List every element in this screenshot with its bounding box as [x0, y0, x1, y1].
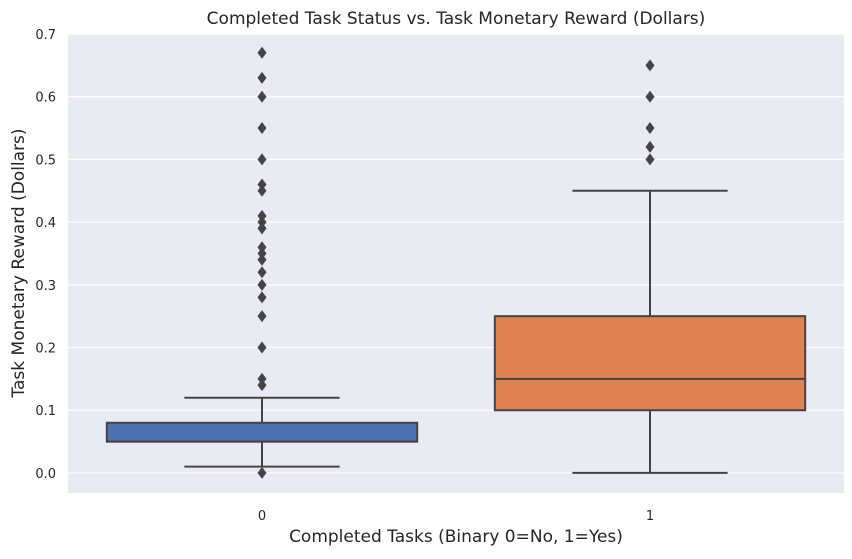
y-tick-label: 0.1: [35, 404, 56, 419]
x-tick-label: 1: [646, 509, 654, 524]
outlier-point: [257, 153, 267, 166]
outlier-point: [645, 90, 655, 103]
outlier-point: [257, 310, 267, 323]
iqr-box: [493, 315, 807, 412]
y-tick-label: 0.5: [35, 153, 56, 168]
y-tick-label: 0.4: [35, 216, 56, 231]
outlier-point: [257, 184, 267, 197]
box-group-1: [493, 59, 807, 474]
outlier-point: [257, 46, 267, 59]
outlier-point: [257, 266, 267, 279]
outlier-point: [257, 247, 267, 260]
outlier-point: [257, 379, 267, 392]
outlier-point: [645, 122, 655, 135]
y-axis-label: Task Monetary Reward (Dollars): [9, 128, 29, 398]
x-tick-label: 0: [258, 509, 266, 524]
outlier-point: [257, 278, 267, 291]
outlier-point: [257, 291, 267, 304]
outlier-point: [257, 209, 267, 222]
outlier-point: [645, 59, 655, 72]
outlier-point: [645, 153, 655, 166]
outlier-point: [257, 466, 267, 479]
outlier-point: [257, 241, 267, 254]
y-tick-label: 0.6: [35, 91, 56, 106]
y-tick-label: 0.2: [35, 342, 56, 357]
outlier-point: [645, 140, 655, 153]
chart-title: Completed Task Status vs. Task Monetary …: [207, 9, 706, 29]
outlier-point: [257, 253, 267, 266]
x-axis-label: Completed Tasks (Binary 0=No, 1=Yes): [289, 527, 623, 547]
y-tick-label: 0.0: [35, 467, 56, 482]
y-tick-label: 0.3: [35, 279, 56, 294]
outlier-point: [257, 222, 267, 235]
outlier-point: [257, 216, 267, 229]
y-tick-label: 0.7: [35, 28, 56, 43]
plot-background: [68, 34, 844, 493]
outlier-point: [257, 372, 267, 385]
outlier-point: [257, 178, 267, 191]
box-group-0: [105, 46, 419, 479]
outlier-point: [257, 341, 267, 354]
outlier-point: [257, 90, 267, 103]
outlier-point: [257, 122, 267, 135]
outlier-point: [257, 71, 267, 84]
iqr-box: [105, 421, 419, 443]
